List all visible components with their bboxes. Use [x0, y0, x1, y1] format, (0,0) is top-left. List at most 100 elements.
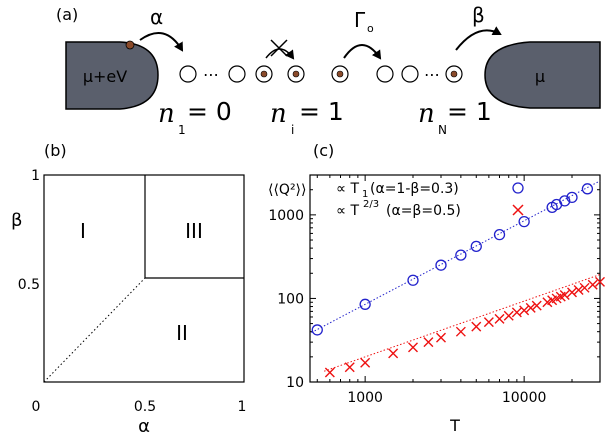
y-tick-label: 10 [286, 375, 304, 391]
right-reservoir-label: μ [535, 67, 545, 86]
data-point [567, 287, 577, 298]
region-label: II [176, 321, 188, 345]
svg-text:n: n [418, 99, 435, 129]
plot-frame [309, 174, 601, 383]
svg-text:= 1: = 1 [299, 97, 344, 126]
panel-c: (c) ⟨⟨Q²⟩⟩ T 1000 10000 10 100 1000 ∝ T 1 (α… [268, 141, 605, 435]
x-tick-label: 0 [32, 399, 41, 415]
data-point [573, 285, 584, 296]
blocked-cross [270, 39, 288, 57]
svg-text:n: n [270, 99, 287, 129]
y-tick-label: 100 [277, 291, 304, 307]
coexistence-line [43, 277, 146, 383]
y-axis-label: β [11, 210, 23, 231]
panel-c-label: (c) [313, 141, 334, 160]
log-log-plot: 1000 10000 10 100 1000 [268, 174, 605, 406]
svg-text:= 1: = 1 [447, 97, 492, 126]
extraction-arrow [455, 26, 502, 51]
region-label: I [80, 219, 86, 243]
particle [260, 70, 268, 78]
occupation-label: n i = 1 [270, 97, 344, 137]
legend-entry: ∝ T 1 (α=1-β=0.3) [336, 181, 524, 200]
particle [336, 70, 344, 78]
data-point [503, 310, 514, 321]
blocked-hop-arrow [265, 48, 295, 60]
dots-2: ⋯ [424, 65, 440, 84]
data-point [511, 307, 522, 318]
region-label: III [185, 219, 203, 243]
data-point [518, 215, 530, 228]
legend: ∝ T 1 (α=1-β=0.3) ∝ T 2/3 (α=β=0.5) [336, 181, 524, 219]
legend-marker-cross [512, 204, 524, 216]
data-point [408, 342, 418, 353]
data-point [559, 289, 570, 300]
svg-text:1: 1 [362, 189, 368, 200]
data-point [566, 191, 578, 204]
occupation-label: n 1 = 0 [158, 97, 232, 137]
fit-line [323, 274, 601, 372]
svg-text:i: i [291, 123, 294, 137]
data-point [344, 362, 355, 373]
data-point [360, 357, 371, 368]
particle [450, 70, 458, 78]
dots-1: ⋯ [203, 65, 219, 84]
data-point [494, 313, 505, 324]
data-point [493, 228, 506, 241]
svg-text:N: N [438, 123, 447, 137]
svg-text:(α=β=0.5): (α=β=0.5) [386, 203, 461, 219]
left-reservoir [65, 41, 159, 110]
data-point [455, 249, 467, 261]
rate-hop-sub: o [367, 22, 374, 35]
data-point [579, 282, 590, 293]
data-point [525, 302, 536, 313]
site-empty [376, 65, 394, 83]
rate-in-label: α [150, 5, 163, 29]
data-point [436, 332, 446, 343]
rate-hop-label: Γ [354, 8, 366, 32]
panel-b-label: (b) [44, 141, 67, 160]
data-point [388, 348, 399, 359]
data-point [435, 259, 447, 271]
data-point [324, 367, 335, 378]
x-axis-label: T [449, 416, 460, 435]
rate-out-label: β [472, 3, 485, 27]
panel-b: (b) I III II 0 0.5 1 0.5 1 α β [11, 141, 246, 437]
svg-text:= 0: = 0 [187, 97, 232, 126]
data-point [359, 298, 371, 310]
data-point [470, 240, 482, 253]
hop-arrow [343, 44, 382, 60]
data-point [471, 321, 482, 332]
data-point [455, 326, 466, 337]
svg-text:(α=1-β=0.3): (α=1-β=0.3) [370, 181, 459, 197]
svg-text:2/3: 2/3 [363, 199, 379, 210]
data-point [483, 317, 494, 328]
right-reservoir [484, 41, 601, 109]
left-reservoir-label: μ+eV [83, 67, 127, 86]
data-point [311, 324, 323, 336]
x-tick-label: 0.5 [134, 399, 156, 415]
data-point [595, 276, 605, 287]
legend-entry: ∝ T 2/3 (α=β=0.5) [336, 199, 524, 219]
data-point [531, 300, 542, 311]
svg-text:∝ T: ∝ T [336, 181, 359, 197]
y-tick-label: 1000 [268, 208, 304, 224]
data-point [519, 305, 530, 316]
y-tick-label: 1 [31, 168, 40, 184]
data-point [423, 337, 434, 348]
data-point [559, 195, 571, 207]
y-tick-label: 0.5 [18, 277, 40, 293]
site-empty [179, 65, 197, 83]
site-empty [401, 65, 419, 83]
injection-arrow [139, 31, 184, 52]
legend-marker-circle [512, 182, 524, 194]
reservoir-particle [125, 40, 135, 50]
svg-text:1: 1 [178, 123, 186, 137]
svg-text:∝ T: ∝ T [336, 203, 359, 219]
y-axis-label: ⟨⟨Q²⟩⟩ [268, 182, 306, 198]
data-point [587, 279, 598, 290]
particle [292, 70, 300, 78]
data-point [407, 274, 419, 286]
svg-text:n: n [158, 99, 175, 129]
x-tick-label: 10000 [502, 390, 547, 406]
data-point [581, 183, 594, 195]
